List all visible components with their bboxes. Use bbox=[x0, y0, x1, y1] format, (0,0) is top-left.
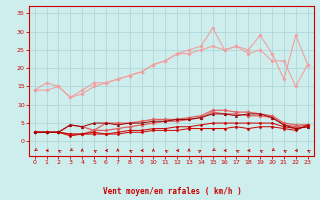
Text: Vent moyen/en rafales ( km/h ): Vent moyen/en rafales ( km/h ) bbox=[103, 187, 242, 196]
